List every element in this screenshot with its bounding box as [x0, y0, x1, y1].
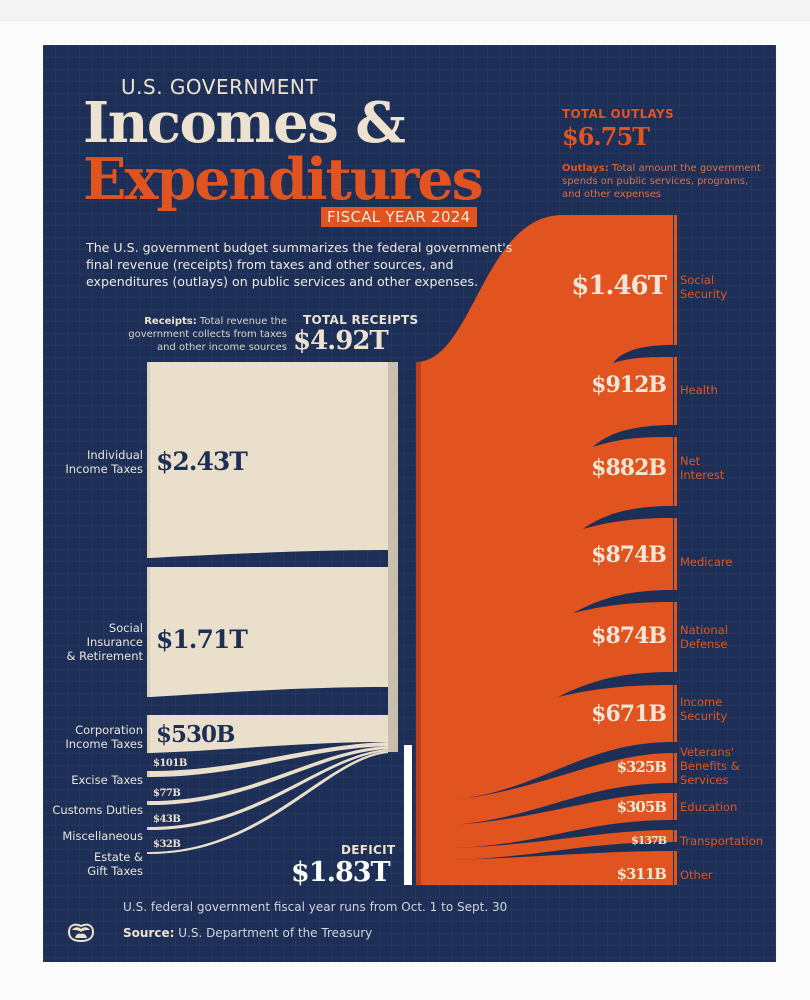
kicker: U.S. GOVERNMENT — [121, 75, 319, 99]
source-label: Source: — [123, 926, 175, 940]
deficit-value: $1.83T — [291, 857, 391, 888]
receipt-value-individual: $2.43T — [156, 447, 248, 476]
receipt-label-individual: Individual Income Taxes — [65, 448, 143, 476]
receipt-label-excise: Excise Taxes — [71, 773, 143, 787]
outlay-label-transportation: Transportation — [680, 834, 764, 848]
title-incomes: Incomes & — [83, 90, 406, 156]
outlay-label-net-interest: Net Interest — [680, 454, 725, 482]
visual-capitalist-logo-icon — [67, 923, 95, 943]
deficit-label: DEFICIT — [341, 843, 396, 857]
receipt-value-corporation: $530B — [156, 721, 235, 748]
receipts-definition-text: Total revenue the government collects fr… — [128, 316, 287, 353]
receipts-definition-term: Receipts: — [144, 316, 197, 327]
outlays-definition-term: Outlays: — [562, 163, 609, 174]
receipts-definition: Receipts: Total revenue the government c… — [115, 315, 287, 354]
receipt-label-customs: Customs Duties — [52, 803, 143, 817]
total-receipts-value: $4.92T — [293, 326, 389, 356]
receipt-label-estate: Estate & Gift Taxes — [87, 850, 143, 878]
flow-social-insurance — [150, 567, 388, 697]
receipt-value-excise: $101B — [153, 758, 187, 769]
outlay-label-social-security: Social Security — [680, 273, 728, 301]
source-text: U.S. Department of the Treasury — [174, 926, 373, 940]
total-outlays-label: TOTAL OUTLAYS — [562, 107, 674, 121]
outlay-value-education: $305B — [616, 798, 667, 816]
source-line: Source: U.S. Department of the Treasury — [123, 926, 372, 940]
outlay-value-national-defense: $874B — [591, 623, 667, 649]
outlay-value-income-security: $671B — [591, 701, 667, 727]
outlay-label-health: Health — [680, 383, 718, 397]
outlays-marker-bars — [674, 215, 677, 885]
outlay-label-income-security: Income Security — [680, 695, 728, 723]
outlay-label-other: Other — [680, 868, 713, 882]
flow-corporation-income-taxes — [150, 715, 388, 753]
deficit-bar — [404, 745, 412, 885]
flow-individual-income-taxes — [150, 362, 388, 558]
flow-miscellaneous — [150, 749, 388, 830]
infographic: U.S. GOVERNMENT Incomes & Expenditures F… — [43, 45, 776, 962]
total-outlays-value: $6.75T — [562, 122, 650, 151]
browser-top-bar — [0, 0, 810, 21]
outlay-label-veterans: Veterans' Benefits & Services — [680, 745, 740, 787]
outlays-flows — [416, 215, 673, 885]
fiscal-year-badge: FISCAL YEAR 2024 — [321, 207, 477, 227]
outlay-value-health: $912B — [591, 372, 667, 398]
flow-estate-gift-taxes — [150, 751, 388, 854]
flow-customs-duties — [150, 746, 388, 805]
receipt-value-customs: $77B — [153, 788, 181, 799]
intro-text: The U.S. government budget summarizes th… — [86, 240, 513, 289]
outlay-label-medicare: Medicare — [680, 555, 733, 569]
outlay-value-veterans: $325B — [616, 758, 667, 776]
receipt-value-social-insurance: $1.71T — [156, 625, 248, 654]
receipt-label-misc: Miscellaneous — [62, 829, 143, 843]
receipt-value-misc: $43B — [153, 814, 181, 825]
outlay-value-other: $311B — [616, 865, 667, 883]
outlays-definition: Outlays: Total amount the government spe… — [562, 162, 762, 201]
outlay-value-social-security: $1.46T — [571, 271, 667, 301]
receipt-value-estate: $32B — [153, 839, 181, 850]
receipt-label-corporation: Corporation Income Taxes — [65, 723, 143, 751]
outlays-definition-text: Total amount the government spends on pu… — [562, 163, 761, 200]
flow-excise-taxes — [150, 742, 388, 777]
title-expenditures: Expenditures — [83, 146, 484, 213]
outlay-value-medicare: $874B — [591, 542, 667, 568]
fiscal-year-note: U.S. federal government fiscal year runs… — [123, 900, 508, 914]
total-receipts-label: TOTAL RECEIPTS — [303, 313, 419, 327]
outlay-value-net-interest: $882B — [591, 455, 667, 481]
receipts-flows — [150, 362, 388, 854]
outlay-label-education: Education — [680, 800, 738, 814]
receipts-join-bar — [388, 362, 398, 752]
outlay-label-national-defense: National Defense — [680, 623, 728, 651]
sankey-flows — [147, 215, 677, 885]
outlay-value-transportation: $137B — [631, 834, 667, 847]
receipt-label-social-insurance: Social Insurance & Retirement — [66, 621, 143, 663]
receipts-marker-bars — [147, 362, 150, 854]
